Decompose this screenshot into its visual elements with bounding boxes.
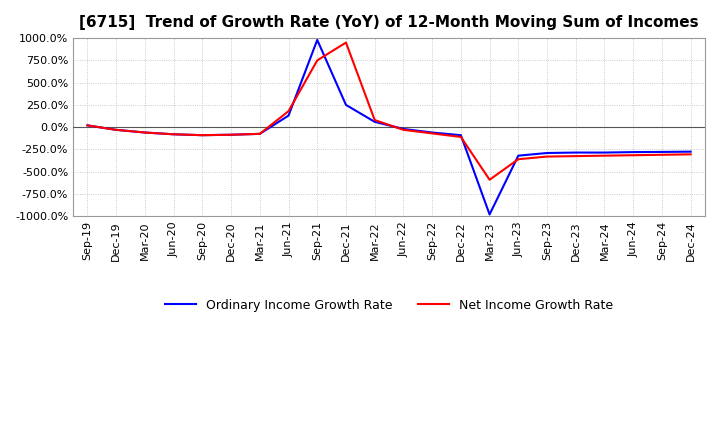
Ordinary Income Growth Rate bbox=[112, 127, 120, 132]
Net Income Growth Rate bbox=[83, 123, 91, 128]
Net Income Growth Rate bbox=[600, 153, 609, 158]
Net Income Growth Rate bbox=[514, 157, 523, 162]
Ordinary Income Growth Rate bbox=[514, 153, 523, 158]
Net Income Growth Rate bbox=[313, 58, 322, 63]
Net Income Growth Rate bbox=[227, 132, 235, 137]
Ordinary Income Growth Rate bbox=[572, 150, 580, 155]
Ordinary Income Growth Rate bbox=[543, 150, 552, 156]
Net Income Growth Rate bbox=[428, 131, 436, 136]
Net Income Growth Rate bbox=[456, 134, 465, 139]
Ordinary Income Growth Rate bbox=[313, 37, 322, 43]
Ordinary Income Growth Rate bbox=[657, 149, 666, 154]
Net Income Growth Rate bbox=[256, 131, 264, 136]
Net Income Growth Rate bbox=[140, 130, 149, 135]
Ordinary Income Growth Rate bbox=[140, 130, 149, 135]
Net Income Growth Rate bbox=[485, 177, 494, 182]
Net Income Growth Rate bbox=[629, 153, 637, 158]
Ordinary Income Growth Rate bbox=[256, 131, 264, 136]
Legend: Ordinary Income Growth Rate, Net Income Growth Rate: Ordinary Income Growth Rate, Net Income … bbox=[160, 294, 618, 317]
Ordinary Income Growth Rate bbox=[370, 119, 379, 125]
Net Income Growth Rate bbox=[399, 127, 408, 132]
Net Income Growth Rate bbox=[112, 127, 120, 132]
Ordinary Income Growth Rate bbox=[198, 132, 207, 138]
Ordinary Income Growth Rate bbox=[342, 102, 351, 107]
Ordinary Income Growth Rate bbox=[227, 132, 235, 137]
Ordinary Income Growth Rate bbox=[456, 132, 465, 138]
Net Income Growth Rate bbox=[198, 132, 207, 138]
Ordinary Income Growth Rate bbox=[399, 126, 408, 132]
Line: Net Income Growth Rate: Net Income Growth Rate bbox=[87, 43, 690, 180]
Title: [6715]  Trend of Growth Rate (YoY) of 12-Month Moving Sum of Incomes: [6715] Trend of Growth Rate (YoY) of 12-… bbox=[79, 15, 699, 30]
Net Income Growth Rate bbox=[686, 152, 695, 157]
Ordinary Income Growth Rate bbox=[169, 132, 178, 137]
Net Income Growth Rate bbox=[342, 40, 351, 45]
Net Income Growth Rate bbox=[370, 117, 379, 123]
Ordinary Income Growth Rate bbox=[83, 123, 91, 128]
Net Income Growth Rate bbox=[543, 154, 552, 159]
Net Income Growth Rate bbox=[657, 152, 666, 158]
Line: Ordinary Income Growth Rate: Ordinary Income Growth Rate bbox=[87, 40, 690, 214]
Net Income Growth Rate bbox=[284, 109, 293, 114]
Ordinary Income Growth Rate bbox=[686, 149, 695, 154]
Net Income Growth Rate bbox=[169, 132, 178, 137]
Ordinary Income Growth Rate bbox=[629, 150, 637, 155]
Ordinary Income Growth Rate bbox=[428, 130, 436, 135]
Net Income Growth Rate bbox=[572, 154, 580, 159]
Ordinary Income Growth Rate bbox=[284, 113, 293, 118]
Ordinary Income Growth Rate bbox=[600, 150, 609, 155]
Ordinary Income Growth Rate bbox=[485, 212, 494, 217]
